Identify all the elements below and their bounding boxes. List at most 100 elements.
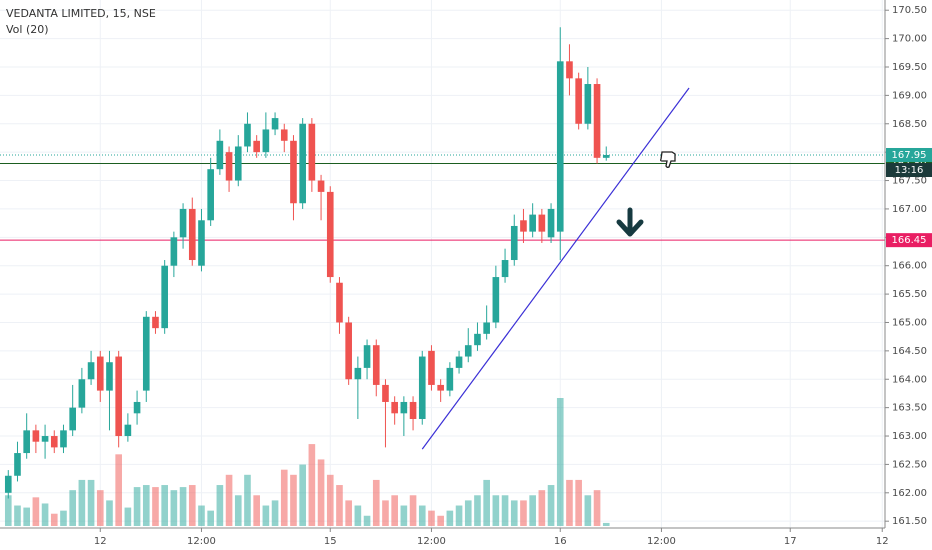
chart-title: VEDANTA LIMITED, 15, NSE	[6, 7, 156, 20]
candle-body	[538, 214, 546, 232]
candle-body	[152, 316, 159, 329]
volume-bar	[207, 510, 214, 526]
volume-bar	[32, 497, 40, 526]
y-tick-label: 165.50	[892, 289, 927, 300]
candle-body	[41, 436, 49, 442]
volume-bar	[501, 495, 509, 526]
y-tick-label: 163.00	[892, 431, 927, 442]
volume-bar	[14, 505, 21, 526]
x-tick-label: 16	[554, 536, 567, 547]
volume-bar	[60, 510, 67, 526]
candle-body	[455, 356, 463, 368]
volume-bar	[336, 485, 343, 526]
candle-body	[363, 345, 371, 368]
candle-body	[124, 424, 132, 437]
volume-bar	[234, 495, 242, 526]
volume-bar	[78, 479, 86, 526]
volume-bar	[575, 479, 582, 526]
candle-body	[437, 384, 444, 391]
volume-bar	[464, 500, 472, 526]
volume-bar	[161, 485, 168, 526]
candle-body	[142, 316, 150, 391]
volume-bar	[87, 479, 95, 526]
volume-pane	[4, 398, 610, 526]
volume-bar	[556, 398, 564, 526]
countdown-text: 13:16	[895, 165, 924, 176]
candle-body	[566, 61, 573, 79]
volume-bar	[41, 503, 49, 526]
trendline	[421, 87, 690, 450]
candle-body	[170, 237, 178, 266]
last-price-text: 167.95	[892, 150, 927, 161]
candle-body	[106, 362, 113, 391]
candle-body	[23, 430, 30, 454]
candle-body	[14, 453, 21, 476]
y-tick-label: 167.50	[892, 176, 927, 187]
volume-bar	[133, 487, 141, 526]
volume-bar	[418, 505, 426, 526]
volume-bar	[244, 474, 251, 526]
volume-bar	[428, 510, 435, 526]
volume-bar	[23, 507, 30, 526]
candle-body	[464, 345, 472, 357]
candle-body	[290, 140, 297, 204]
y-tick-label: 170.00	[892, 34, 927, 45]
candle-body	[271, 118, 279, 130]
y-tick-label: 164.50	[892, 346, 927, 357]
volume-bar	[96, 490, 104, 526]
volume-bar	[391, 495, 398, 526]
candle-body	[584, 84, 592, 124]
volume-bar	[188, 485, 196, 526]
volume-bar	[474, 495, 481, 526]
volume-bar	[483, 479, 490, 526]
volume-bar	[529, 495, 536, 526]
candle-body	[593, 84, 601, 158]
volume-bar	[216, 485, 224, 526]
volume-bar	[409, 495, 417, 526]
volume-bar	[299, 464, 306, 526]
candle-body	[299, 123, 306, 204]
x-tick-label: 17	[784, 536, 797, 547]
candle-body	[602, 154, 610, 158]
volume-bar	[520, 500, 527, 526]
volume-bar	[326, 474, 334, 526]
last-price-box	[886, 147, 932, 162]
y-tick-label: 164.00	[892, 374, 927, 385]
candle-body	[253, 140, 260, 153]
candle-body	[556, 61, 564, 232]
volume-bar	[152, 487, 159, 526]
candle-body	[96, 356, 104, 391]
candle-body	[225, 152, 233, 181]
candle-body	[78, 379, 86, 408]
volume-bar	[198, 505, 205, 526]
x-tick-label: 12	[94, 536, 107, 547]
y-tick-label: 165.00	[892, 317, 927, 328]
volume-bar	[437, 515, 444, 526]
candle-body	[354, 367, 362, 380]
candle-body	[244, 123, 251, 147]
volume-bar	[69, 490, 76, 526]
volume-bar	[317, 459, 325, 526]
candle-body	[483, 322, 490, 334]
candle-body	[4, 475, 12, 493]
volume-bar	[345, 500, 352, 526]
candle-body	[492, 277, 500, 323]
volume-bar	[124, 507, 132, 526]
volume-bar	[262, 505, 270, 526]
volume-bar	[179, 487, 187, 526]
candle-body	[216, 140, 224, 170]
volume-bar	[566, 479, 573, 526]
candle-body	[336, 282, 343, 323]
candle-body	[198, 220, 205, 266]
volume-bar	[400, 505, 408, 526]
candle-body	[161, 265, 168, 329]
thumbs-down-icon	[660, 151, 676, 168]
candle-body	[262, 129, 270, 153]
candle-body	[345, 322, 352, 380]
volume-bar	[271, 500, 279, 526]
candle-body	[575, 78, 582, 124]
candle-body	[326, 191, 334, 278]
candle-body	[510, 225, 518, 261]
y-tick-label: 166.00	[892, 261, 927, 272]
